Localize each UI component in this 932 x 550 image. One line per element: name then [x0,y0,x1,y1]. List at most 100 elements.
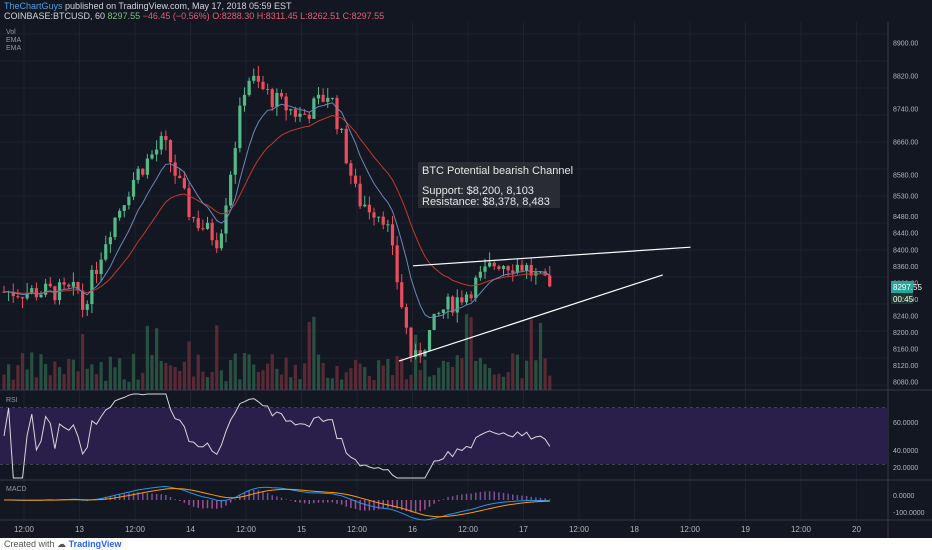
time-tick: 12:00 [347,525,368,534]
volume-bar [34,377,38,390]
volume-bar [168,365,173,390]
channel-lower-line[interactable] [398,274,663,362]
volume-bar [164,362,168,390]
candle-body [497,266,501,269]
volume-bar [441,360,445,390]
rsi-line [3,393,551,479]
volume-bar [192,376,196,390]
candle-body [307,114,311,119]
volume-bar [353,359,358,390]
time-tick: 20 [852,525,861,534]
volume-bar [478,357,482,390]
candle-body [71,281,75,287]
candle-body [108,237,112,245]
candle-body [178,175,182,179]
annotation-resistance: Resistance: $8,378, 8,483 [422,196,550,208]
candle-body [187,188,191,217]
candle-body [196,218,200,229]
price-tick: 8530.00 [893,193,918,200]
volume-bar [275,368,279,390]
candle-body [501,266,506,269]
volume-bar [298,379,302,390]
volume-bar [159,360,163,390]
volume-bar [2,374,6,390]
candle-body [76,281,80,291]
candle-body [62,282,66,285]
candle-body [131,179,136,197]
rsi-tick: 60.0000 [893,420,918,427]
candle-body [81,290,85,310]
volume-bar [335,366,339,390]
volume-bar [437,367,441,390]
candle-body [164,136,168,141]
volume-bar [460,358,464,390]
volume-bar [266,363,270,390]
candle-body [363,204,367,207]
volume-bar [525,360,529,390]
volume-bar [242,353,247,390]
price-tick: 8480.00 [893,214,918,221]
volume-bar [136,379,140,390]
publish-line: TheChartGuys published on TradingView.co… [4,1,292,11]
volume-bar [215,325,219,390]
candle-body [460,297,464,303]
volume-bars [2,314,552,390]
volume-bar [118,358,122,390]
volume-bar [205,377,210,390]
volume-bar [492,374,496,390]
candle-body [349,163,353,176]
candle-body [520,264,524,271]
volume-bar [261,370,265,390]
candle-body [326,97,330,102]
volume-bar [534,360,538,390]
volume-bar [427,376,432,390]
volume-bar [367,375,371,390]
candle-body [441,309,445,313]
volume-bar [284,357,288,390]
volume-bar [229,360,233,390]
rsi-label: RSI [6,397,18,404]
candle-body [90,269,94,305]
candle-body [25,292,29,299]
candle-body [30,288,34,293]
volume-bar [53,361,57,390]
candle-body [141,168,145,175]
volume-bar [349,368,353,390]
volume-bar [81,333,85,390]
time-axis[interactable]: 12:00 13 12:00 14 12:00 15 12:00 16 12:00 17 12:00… [14,525,862,534]
volume-bar [279,374,284,390]
tradingview-brand[interactable]: TradingView [68,539,122,549]
candle-body [155,149,159,155]
candle-body [335,97,339,130]
volume-bar [400,358,404,390]
chart-canvas[interactable]: BTC Potential bearish Channel Support: $… [0,22,932,538]
candle-body [270,89,274,107]
volume-bar [252,364,256,390]
price-tick: 8820.00 [893,73,918,80]
candle-body [451,296,455,313]
candle-body [201,228,205,230]
candle-body [525,265,529,271]
volume-bar [307,321,311,390]
candle-body [437,312,441,314]
footer-credit: Created with ☁ TradingView [4,539,121,550]
candle-body [367,204,371,213]
author-name[interactable]: TheChartGuys [4,1,63,11]
candle-body [279,93,284,97]
volume-bar [414,334,418,390]
candle-body [233,148,237,175]
volume-bar [224,381,228,390]
candle-body [252,75,256,81]
price-tick: 8740.00 [893,107,918,114]
channel-upper-line[interactable] [412,246,691,267]
volume-bar [57,367,62,390]
volume-bar [543,358,547,390]
candle-body [344,128,348,164]
volume-bar [44,363,48,390]
price-tick: 8660.00 [893,140,918,147]
annotation-box[interactable] [418,162,560,208]
volume-bar [483,364,487,390]
candle-body [182,178,186,189]
volume-bar [187,341,191,390]
candle-body [256,75,260,82]
